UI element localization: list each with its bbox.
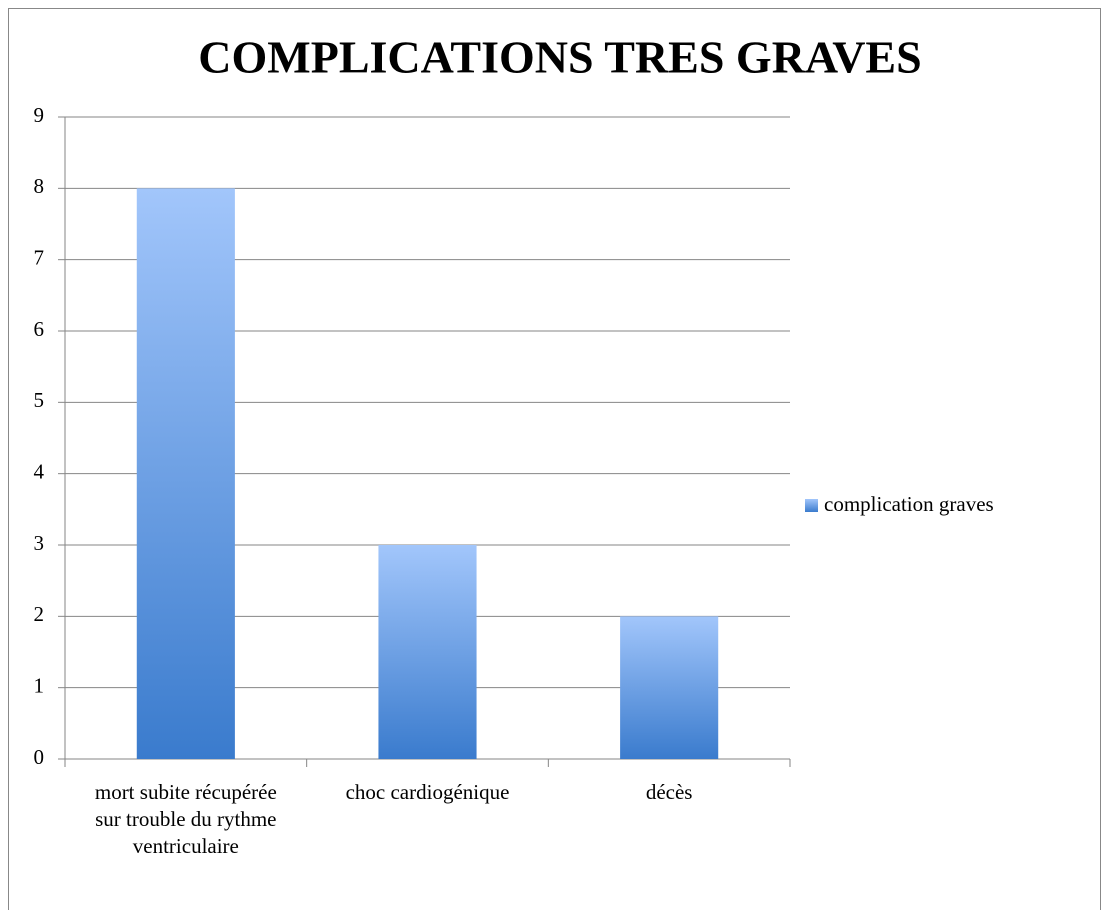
y-tick-label: 7 <box>34 245 45 269</box>
legend-label: complication graves <box>824 492 994 516</box>
x-tick-label: choc cardiogénique <box>345 780 510 804</box>
bar <box>136 188 235 760</box>
x-tick-label: décès <box>645 780 693 804</box>
y-tick-label: 9 <box>34 103 45 127</box>
y-tick-label: 5 <box>34 388 45 412</box>
chart-title: COMPLICATIONS TRES GRAVES <box>198 32 921 83</box>
y-tick-label: 4 <box>34 459 45 483</box>
y-tick-label: 1 <box>34 673 45 697</box>
y-tick-label: 8 <box>34 174 45 198</box>
bar <box>620 616 719 759</box>
bar <box>378 545 477 759</box>
y-tick-label: 6 <box>34 317 45 341</box>
legend-swatch <box>805 499 818 512</box>
y-tick-label: 3 <box>34 531 45 555</box>
x-tick-label: mort subite récupérée sur trouble du ryt… <box>94 780 277 858</box>
y-tick-label: 2 <box>34 602 45 626</box>
y-tick-label: 0 <box>34 745 45 769</box>
